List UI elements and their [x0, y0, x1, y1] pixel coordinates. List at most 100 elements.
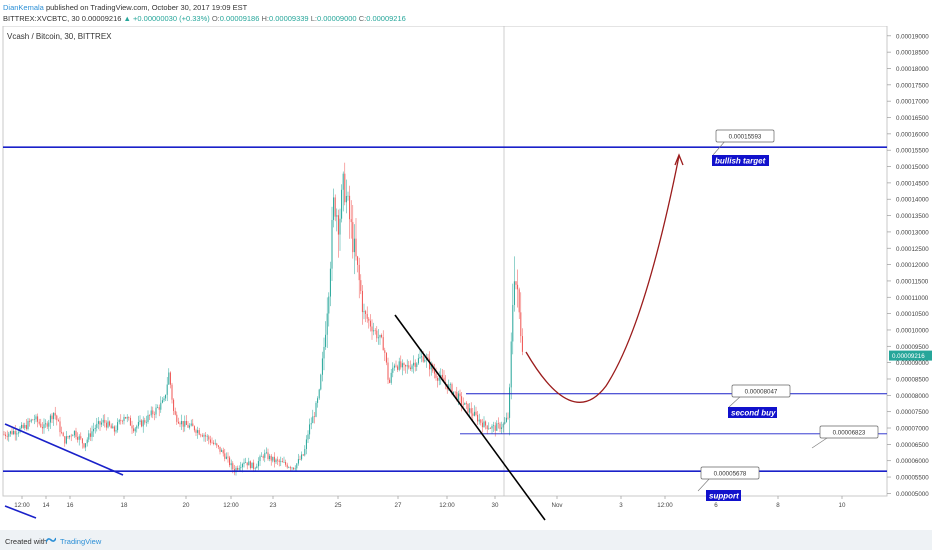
- x-tick-label: 3: [619, 502, 623, 509]
- y-tick-label: 0.00019000: [896, 33, 929, 40]
- current-price-value: 0.00009216: [892, 353, 925, 360]
- candle-body: [296, 463, 298, 469]
- author-link[interactable]: DianKemala: [3, 3, 44, 12]
- candle-body: [27, 420, 29, 430]
- time-axis[interactable]: 12:00 14 16 18 20 12:00 23 25 27 12:00 30 Nov 3 12:00…: [14, 496, 846, 509]
- candle-body: [315, 402, 317, 417]
- candle-body: [453, 391, 455, 395]
- candle-body: [141, 420, 143, 427]
- candle-body: [145, 421, 147, 423]
- chart-area[interactable]: Vcash / Bitcoin, 30, BITTREX 0.00015593 b…: [0, 25, 932, 524]
- candles-layer: [3, 162, 523, 476]
- candle-body: [299, 459, 301, 460]
- candle-body: [414, 362, 416, 367]
- candle-body: [517, 284, 519, 290]
- candle-body: [349, 195, 351, 220]
- tradingview-brand-link[interactable]: TradingView: [60, 537, 102, 546]
- candle-body: [75, 430, 77, 437]
- downtrend-line[interactable]: [4, 423, 124, 476]
- y-tick-label: 0.00007000: [896, 426, 929, 433]
- candle-body: [88, 433, 90, 440]
- candle-body: [459, 393, 461, 397]
- y-tick-label: 0.00017500: [896, 82, 929, 89]
- candle-body: [104, 419, 106, 423]
- y-tick-label: 0.00014500: [896, 180, 929, 187]
- candle-body: [206, 436, 208, 437]
- candle-body: [326, 313, 328, 335]
- candle-body: [392, 367, 394, 373]
- candle-body: [325, 334, 327, 347]
- candle-body: [464, 402, 466, 405]
- candle-body: [409, 367, 411, 370]
- candle-body: [205, 435, 207, 437]
- price-chart[interactable]: Vcash / Bitcoin, 30, BITTREX 0.00015593 b…: [0, 25, 932, 524]
- candle-body: [25, 425, 27, 430]
- candle-body: [126, 417, 128, 419]
- candle-body: [235, 467, 237, 473]
- candle-body: [46, 423, 48, 427]
- bullish-target-label-bg: [712, 155, 769, 166]
- candle-body: [355, 238, 357, 257]
- candle-body: [329, 268, 331, 297]
- candle-body: [174, 410, 176, 415]
- x-tick-label: 10: [839, 502, 846, 509]
- candle-body: [166, 384, 168, 395]
- publish-info: DianKemala published on TradingView.com,…: [3, 3, 247, 12]
- last-price: 0.00009216: [81, 14, 122, 23]
- candle-body: [435, 373, 437, 378]
- candle-body: [65, 436, 67, 444]
- candle-body: [278, 460, 280, 462]
- candle-body: [62, 432, 64, 437]
- candle-body: [117, 422, 119, 431]
- candle-body: [357, 256, 359, 265]
- candle-body: [120, 420, 122, 421]
- candle-body: [35, 416, 37, 420]
- candle-body: [513, 281, 515, 305]
- candle-body: [17, 432, 19, 434]
- projection-curve[interactable]: [525, 155, 680, 403]
- level-price-callout-box: [819, 425, 879, 439]
- candle-body: [465, 402, 467, 404]
- candle-body: [6, 436, 8, 437]
- candle-body: [78, 436, 80, 440]
- candle-body: [505, 417, 507, 422]
- candle-body: [246, 462, 248, 466]
- y-tick-label: 0.00016000: [896, 131, 929, 138]
- candle-body: [5, 434, 7, 437]
- candle-body: [101, 422, 103, 425]
- y-tick-label: 0.00012000: [896, 262, 929, 269]
- candle-body: [171, 384, 173, 400]
- candle-body: [342, 173, 344, 190]
- candle-body: [275, 459, 277, 463]
- candle-body: [397, 366, 399, 370]
- candle-body: [365, 311, 367, 314]
- candle-body: [389, 379, 391, 383]
- candle-body: [317, 398, 319, 403]
- candle-body: [24, 425, 26, 428]
- candle-body: [173, 399, 175, 411]
- price-change: ▲ +0.00000030 (+0.33%): [123, 14, 210, 23]
- candle-body: [267, 452, 269, 460]
- price-axis[interactable]: 0.00019000 0.00018500 0.00018000 0.00017500…: [887, 33, 929, 498]
- candle-body: [371, 326, 373, 332]
- candle-body: [475, 411, 477, 415]
- candle-body: [256, 466, 258, 469]
- candle-body: [224, 453, 226, 459]
- candle-body: [37, 416, 39, 422]
- candle-body: [488, 428, 490, 429]
- candle-body: [422, 356, 424, 362]
- candle-body: [195, 430, 197, 433]
- candle-body: [501, 427, 503, 429]
- candle-body: [337, 215, 339, 235]
- candle-body: [424, 359, 426, 362]
- candle-body: [59, 421, 61, 433]
- downtrend-line-lower[interactable]: [4, 505, 37, 519]
- publish-text: published on TradingView.com, October 30…: [45, 3, 248, 12]
- candle-body: [270, 455, 272, 461]
- second-buy-price-callout-box: [731, 384, 791, 398]
- candle-body: [29, 420, 31, 422]
- candle-body: [243, 462, 245, 464]
- resistance-trend-line[interactable]: [394, 314, 546, 521]
- candle-body: [486, 425, 488, 429]
- candle-body: [481, 422, 483, 428]
